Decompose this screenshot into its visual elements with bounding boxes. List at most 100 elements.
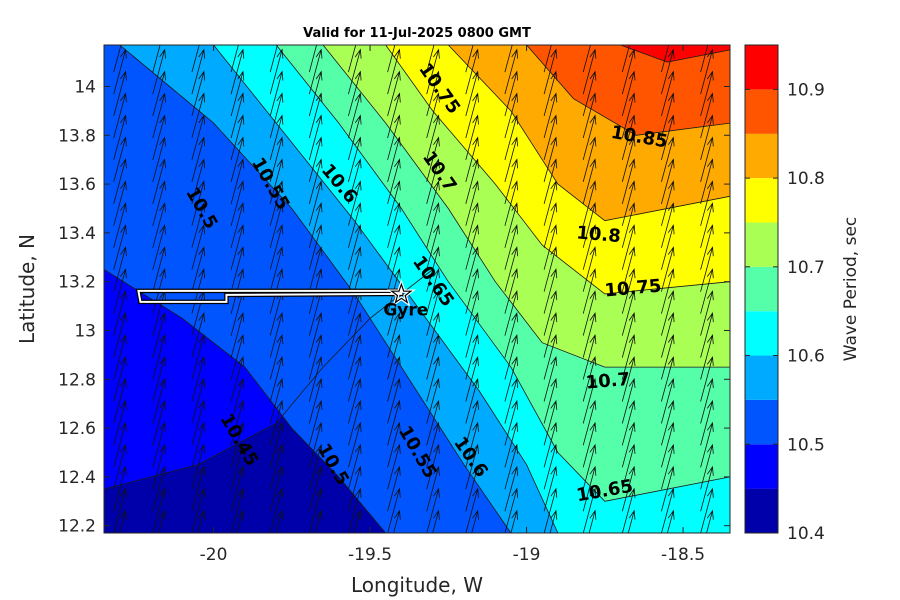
direction-arrow [465, 268, 479, 314]
direction-arrow [230, 180, 245, 226]
direction-arrow [504, 48, 518, 95]
direction-arrow [621, 355, 636, 402]
direction-arrow [230, 224, 245, 270]
x-tick-label: -19.5 [348, 545, 392, 565]
direction-arrow [191, 158, 205, 205]
direction-arrow [661, 290, 675, 336]
direction-arrow [700, 246, 714, 292]
direction-arrow [621, 114, 636, 161]
direction-arrow [426, 377, 440, 424]
direction-arrow [543, 224, 558, 270]
direction-arrow [191, 224, 205, 270]
direction-arrow [582, 377, 597, 424]
direction-arrow [308, 158, 323, 205]
direction-arrow [465, 377, 479, 424]
direction-arrow [661, 224, 675, 270]
site-label: Gyre [383, 300, 428, 320]
direction-arrow [465, 246, 479, 292]
colorbar-tick-label: 10.8 [787, 169, 825, 189]
direction-arrow [621, 377, 636, 424]
direction-arrow [465, 202, 479, 248]
contour-line [213, 45, 559, 533]
direction-arrow [543, 311, 558, 358]
direction-arrow [230, 333, 245, 380]
direction-arrow [426, 158, 440, 205]
direction-arrow [113, 355, 127, 402]
direction-arrow [230, 355, 245, 402]
direction-arrow [269, 180, 284, 226]
direction-arrow [191, 421, 205, 468]
direction-arrow [700, 355, 714, 402]
direction-arrow [191, 114, 205, 161]
direction-arrow [308, 114, 323, 161]
direction-arrow [269, 399, 284, 446]
y-tick-label: 13.4 [58, 224, 96, 244]
direction-arrow [269, 487, 284, 533]
direction-arrow [113, 114, 127, 161]
direction-arrow [621, 70, 636, 117]
direction-arrow [426, 311, 440, 358]
direction-arrow [152, 136, 166, 183]
direction-arrow [700, 48, 714, 95]
colorbar-tick-label: 10.5 [787, 435, 825, 455]
direction-arrow [230, 136, 245, 183]
direction-arrow [465, 180, 479, 226]
colorbar-swatch [745, 444, 778, 489]
colorbar-tick-label: 10.7 [787, 258, 825, 278]
direction-arrow [152, 224, 166, 270]
direction-arrow [582, 45, 591, 73]
direction-arrow [700, 465, 714, 512]
direction-arrow [426, 70, 440, 117]
direction-arrow [621, 487, 636, 533]
direction-arrow [152, 48, 166, 95]
ship-track [135, 288, 404, 305]
direction-arrow [113, 202, 127, 248]
direction-arrow [543, 290, 558, 336]
direction-arrow [582, 180, 597, 226]
direction-arrow [152, 45, 161, 73]
direction-arrow [700, 421, 714, 468]
direction-arrow [700, 224, 714, 270]
direction-arrow [387, 70, 401, 117]
direction-arrow [113, 246, 127, 292]
direction-arrow [348, 45, 357, 73]
site-marker: Gyre [383, 278, 428, 320]
direction-arrow [191, 48, 205, 95]
direction-arrow [197, 509, 205, 533]
direction-arrow [666, 509, 675, 533]
direction-arrow [465, 158, 479, 205]
y-tick-label: 12.2 [58, 517, 96, 537]
direction-arrow [269, 443, 284, 490]
direction-arrow [621, 45, 630, 73]
direction-arrow [621, 311, 636, 358]
direction-arrow [582, 92, 597, 139]
direction-arrow [700, 180, 714, 226]
direction-arrow [113, 268, 127, 314]
direction-arrow [230, 45, 239, 73]
direction-arrow [348, 158, 362, 205]
direction-arrow [504, 136, 518, 183]
direction-arrow [426, 136, 440, 183]
direction-arrow [661, 355, 675, 402]
direction-arrow [152, 443, 166, 490]
direction-arrow [543, 268, 558, 314]
y-tick-label: 12.6 [58, 419, 96, 439]
site-star-icon [390, 282, 413, 304]
direction-arrow [269, 45, 278, 73]
direction-arrow [113, 421, 127, 468]
colorbar-tick-label: 10.4 [787, 524, 825, 544]
direction-arrow [191, 465, 205, 512]
direction-arrow [191, 311, 205, 358]
direction-arrow [549, 509, 558, 533]
colorbar-swatch [745, 266, 778, 312]
direction-arrow [113, 377, 127, 424]
direction-arrow [113, 399, 127, 446]
x-axis-ticks: -20 -19.5 -19 -18.5 [200, 45, 705, 565]
direction-arrow [308, 443, 323, 490]
contour-label: 10.75 [604, 276, 663, 302]
direction-arrow [504, 421, 518, 468]
direction-arrow [387, 487, 401, 533]
direction-arrow [119, 509, 127, 533]
direction-arrow [426, 465, 440, 512]
direction-arrow [308, 311, 323, 358]
